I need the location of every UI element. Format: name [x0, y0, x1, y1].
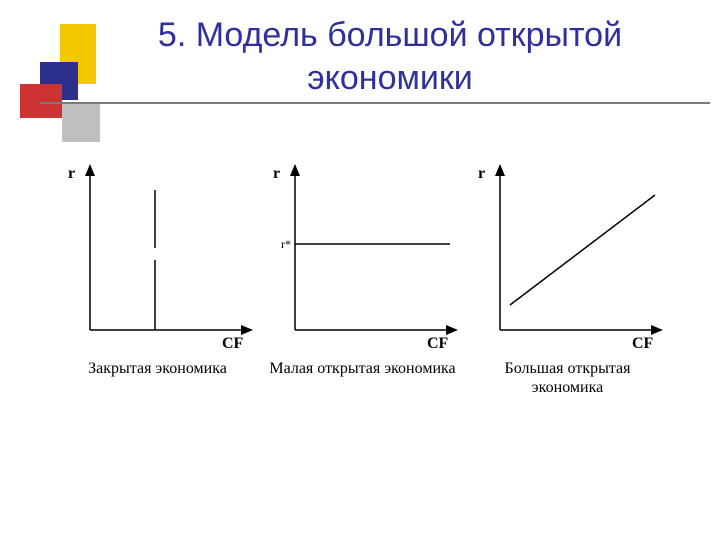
chart-caption: Закрытая экономика: [60, 359, 255, 378]
chart-closed-economy: r CF Закрытая экономика: [60, 160, 255, 420]
y-axis-label: r: [478, 165, 485, 182]
x-axis-label: CF: [427, 335, 449, 352]
slide: 5. Модель большой открытой экономики r C…: [0, 0, 720, 540]
chart-closed-svg: r CF: [60, 160, 255, 355]
y-axis-label: r: [273, 165, 280, 182]
chart-caption: Большая открытая экономика: [470, 359, 665, 397]
decor-red-block: [20, 84, 62, 118]
chart-large-open-economy: r CF Большая открытая экономика: [470, 160, 665, 420]
decor-horizontal-rule: [40, 102, 710, 104]
decor-gray-block: [62, 104, 100, 142]
page-title: 5. Модель большой открытой экономики: [80, 14, 700, 99]
y-axis-label: r: [68, 165, 75, 182]
x-axis-label: CF: [632, 335, 654, 352]
chart-large-open-svg: r CF: [470, 160, 665, 355]
x-axis-label: CF: [222, 335, 244, 352]
chart-area: r CF Закрытая экономика r r* CF Малая от…: [60, 160, 670, 420]
chart-small-open-economy: r r* CF Малая открытая экономика: [265, 160, 460, 420]
chart-caption: Малая открытая экономика: [265, 359, 460, 378]
r-star-label: r*: [281, 237, 291, 251]
chart-small-open-svg: r r* CF: [265, 160, 460, 355]
